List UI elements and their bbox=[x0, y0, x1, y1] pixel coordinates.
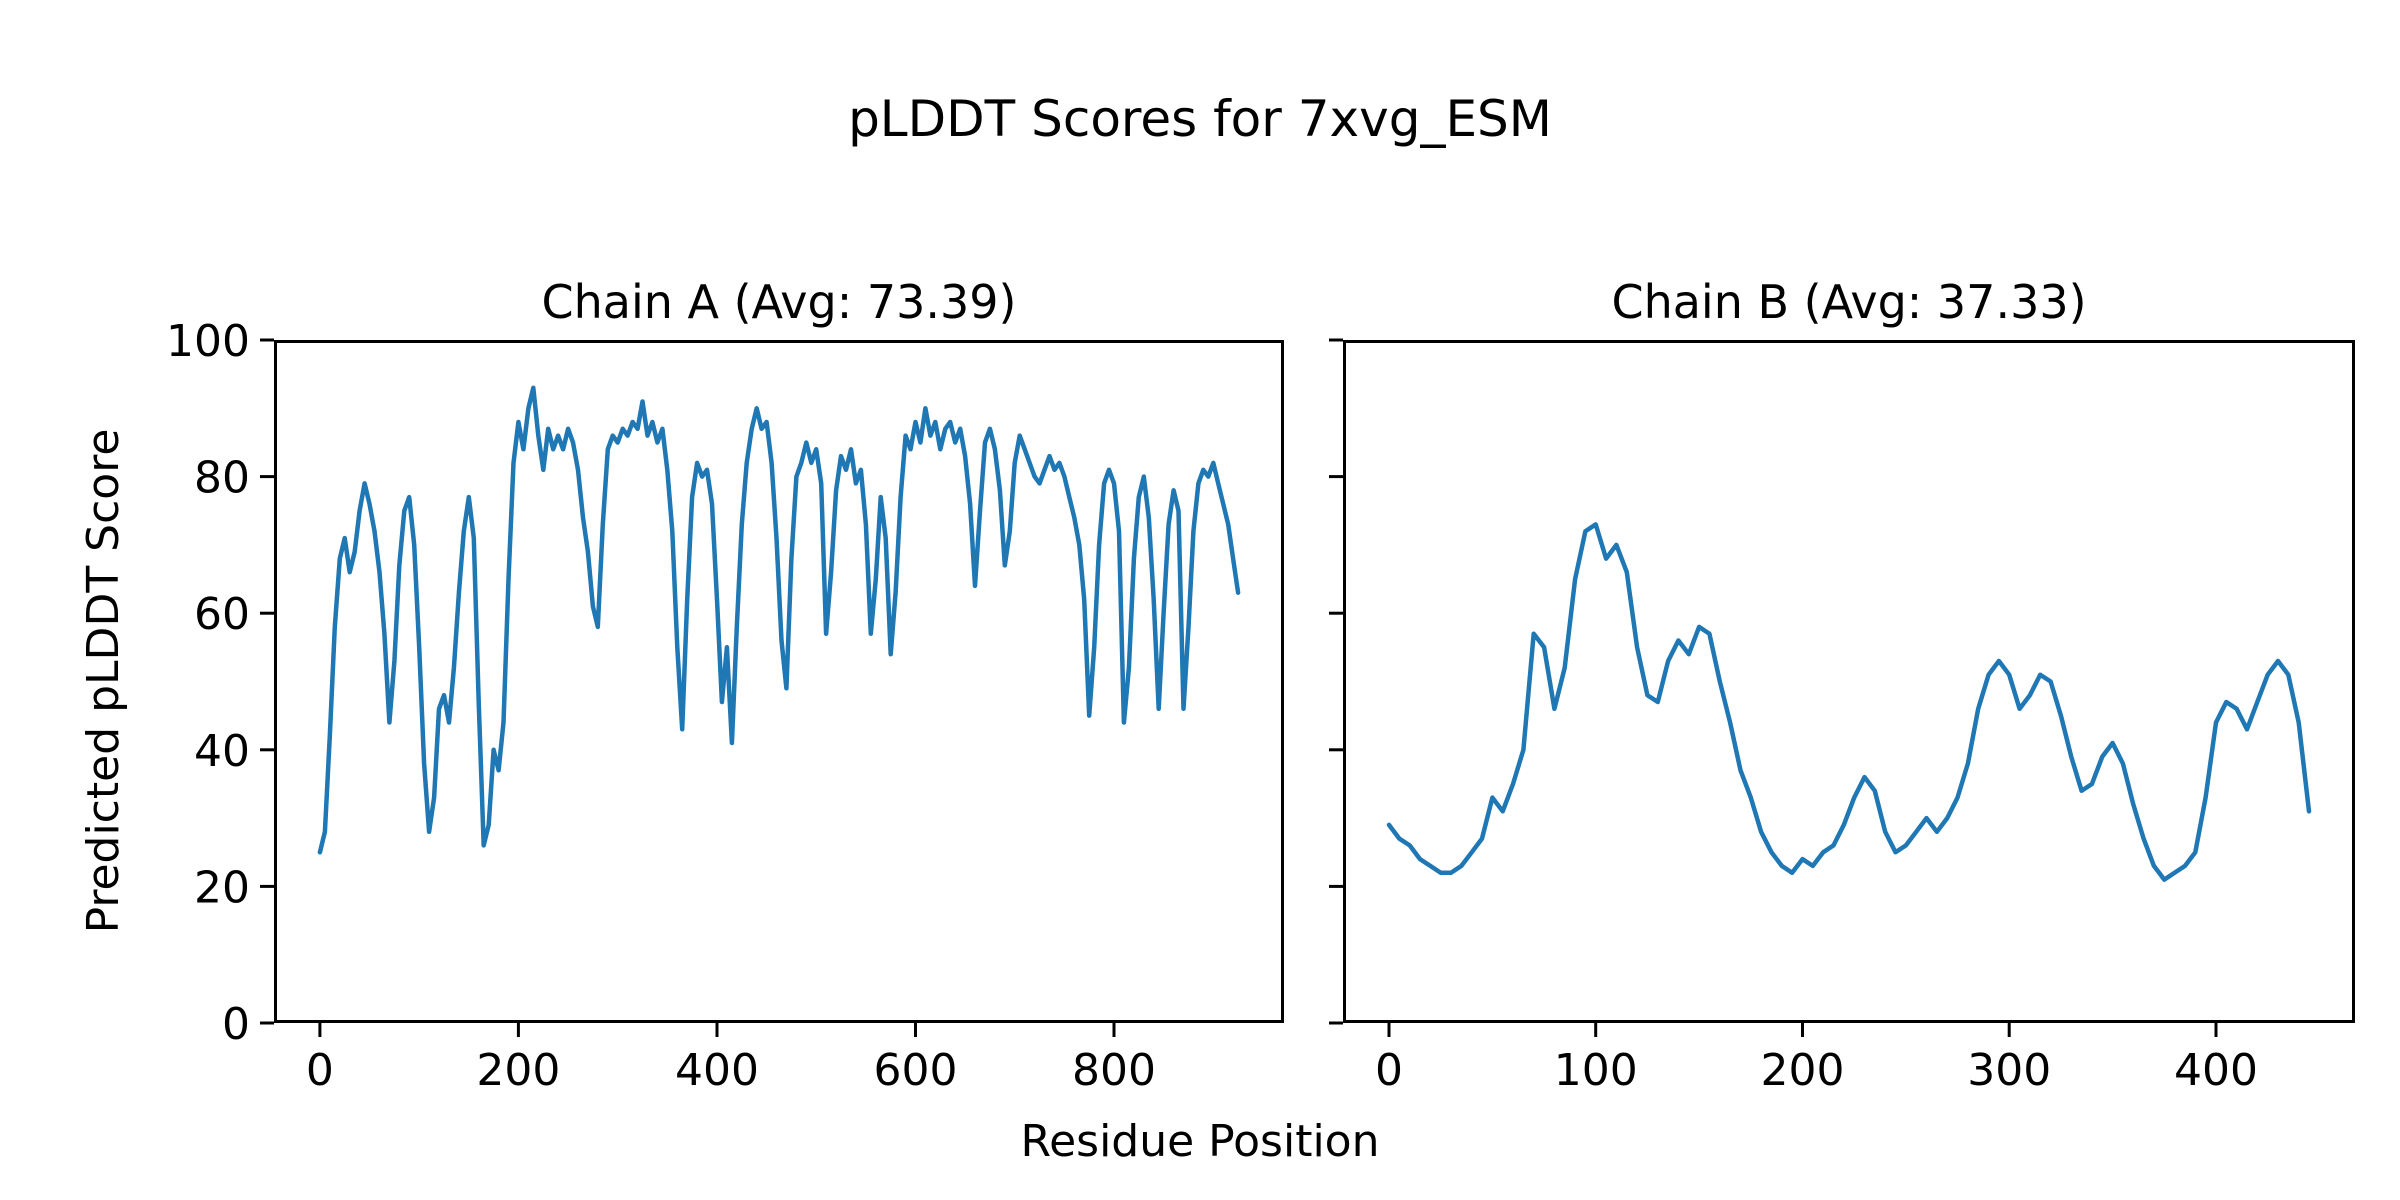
figure-title: pLDDT Scores for 7xvg_ESM bbox=[848, 90, 1552, 148]
subplot-chain-b-title: Chain B (Avg: 37.33) bbox=[1611, 275, 2087, 329]
x-tick-label: 0 bbox=[306, 1045, 334, 1096]
x-axis-label: Residue Position bbox=[1020, 1116, 1380, 1167]
y-tick-label: 20 bbox=[194, 862, 250, 913]
subplot-chain-a-title: Chain A (Avg: 73.39) bbox=[541, 275, 1017, 329]
x-tick-label: 300 bbox=[1967, 1045, 2051, 1096]
plddt-line bbox=[317, 385, 1241, 855]
y-tick-label: 60 bbox=[194, 589, 250, 640]
x-tick-label: 800 bbox=[1072, 1045, 1156, 1096]
x-tick-label: 600 bbox=[874, 1045, 958, 1096]
axes-spines bbox=[1343, 340, 2355, 1023]
y-tick-label: 80 bbox=[194, 453, 250, 504]
y-tick-label: 100 bbox=[166, 316, 250, 367]
plddt-line bbox=[1386, 522, 2312, 882]
y-tick-label: 0 bbox=[222, 999, 250, 1050]
x-tick-label: 100 bbox=[1554, 1045, 1638, 1096]
x-tick-label: 400 bbox=[2174, 1045, 2258, 1096]
subplot-chain-b-axes: 0 100 200 300 400 bbox=[1329, 338, 2355, 1096]
subplot-chain-a-axes: 0 200 400 600 800 0 20 40 60 80 100 bbox=[166, 316, 1284, 1096]
x-tick-label: 400 bbox=[675, 1045, 759, 1096]
y-tick-label: 40 bbox=[194, 726, 250, 777]
axes-spines bbox=[274, 340, 1284, 1023]
y-axis-label: Predicted pLDDT Score bbox=[78, 428, 129, 934]
x-tick-label: 0 bbox=[1375, 1045, 1403, 1096]
x-tick-label: 200 bbox=[476, 1045, 560, 1096]
x-tick-label: 200 bbox=[1761, 1045, 1845, 1096]
